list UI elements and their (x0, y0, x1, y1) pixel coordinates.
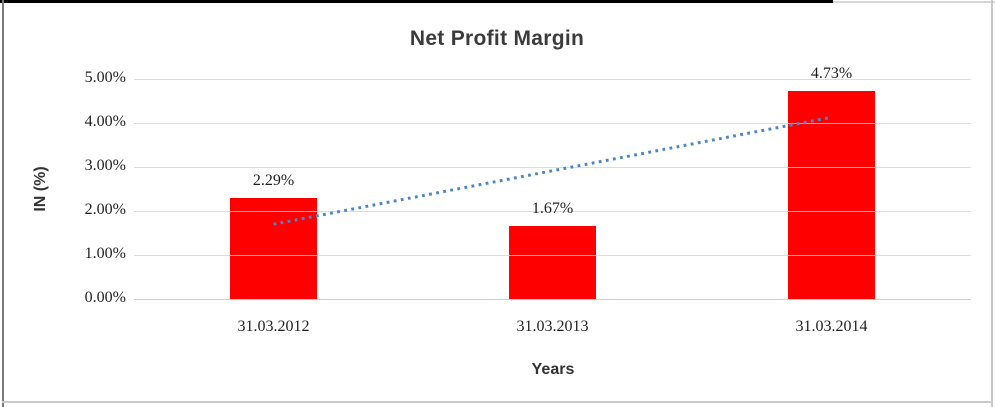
x-category-label: 31.03.2014 (795, 318, 868, 335)
frame-border-top-light (833, 1, 995, 3)
x-category-label: 31.03.2013 (516, 318, 589, 335)
gridline-2.00% (134, 210, 971, 212)
frame-border-right (991, 0, 993, 407)
bar-value-label: 2.29% (252, 172, 295, 190)
bar-31.03.2014 (788, 90, 875, 299)
chart-title: Net Profit Margin (409, 27, 585, 50)
trendline-dotted-line (273, 115, 832, 226)
bar-value-label: 4.73% (810, 64, 853, 82)
gridline-1.00% (134, 254, 971, 256)
x-axis-title: Years (531, 361, 575, 378)
frame-border-top-dark (0, 0, 833, 3)
gridline-5.00% (134, 78, 971, 80)
gridline-3.00% (134, 166, 971, 168)
x-category-label: 31.03.2012 (237, 318, 310, 335)
gridline-0.00% (134, 298, 971, 300)
frame-border-bottom (2, 401, 993, 403)
bar-value-label: 1.67% (531, 199, 574, 217)
y-tick-label: 1.00% (84, 245, 126, 262)
y-tick-label: 4.00% (84, 113, 126, 130)
gridline-4.00% (134, 122, 971, 124)
y-tick-label: 3.00% (84, 157, 126, 174)
y-tick-label: 2.00% (84, 201, 126, 218)
plot-area: 0.00% 1.00% 2.00% 3.00% 4.00% 5.00% 2.29% 31.0… (85, 65, 971, 335)
y-tick-label: 0.00% (84, 289, 126, 306)
y-tick-label: 5.00% (84, 69, 126, 86)
frame-border-left (2, 0, 4, 407)
bar-31.03.2012 (230, 198, 317, 299)
bar-31.03.2013 (509, 225, 596, 299)
trendline (273, 115, 832, 226)
